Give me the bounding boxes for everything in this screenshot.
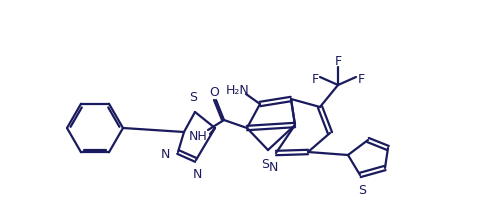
Text: N: N <box>192 168 202 181</box>
Text: S: S <box>261 158 269 171</box>
Text: S: S <box>358 184 366 197</box>
Text: F: F <box>358 73 365 86</box>
Text: H₂N: H₂N <box>226 84 250 97</box>
Text: S: S <box>189 91 197 104</box>
Text: F: F <box>335 55 342 68</box>
Text: NH: NH <box>189 130 207 143</box>
Text: N: N <box>268 161 278 174</box>
Text: N: N <box>161 147 170 161</box>
Text: O: O <box>209 86 219 99</box>
Text: F: F <box>311 73 319 86</box>
